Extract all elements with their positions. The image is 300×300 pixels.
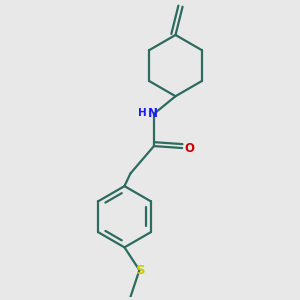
Text: N: N xyxy=(148,106,158,120)
Text: S: S xyxy=(136,264,146,277)
Text: H: H xyxy=(138,108,146,118)
Text: O: O xyxy=(184,142,194,155)
